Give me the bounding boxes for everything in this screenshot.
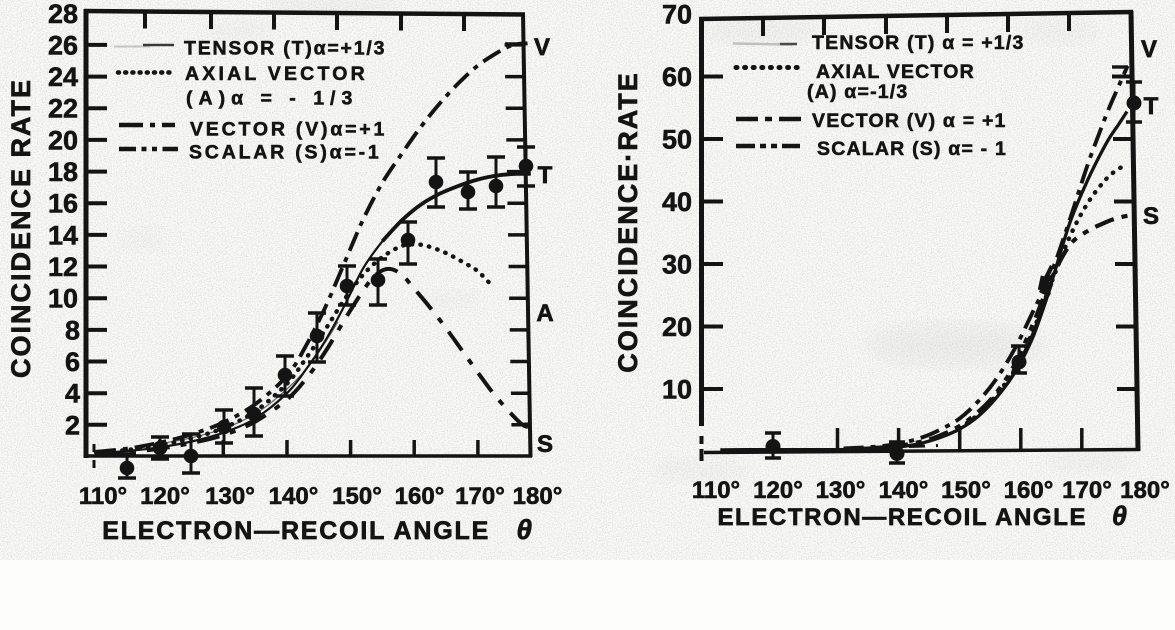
svg-text:12: 12	[48, 252, 78, 282]
svg-text:60: 60	[662, 62, 692, 92]
svg-text:S: S	[537, 431, 553, 458]
svg-text:40: 40	[662, 187, 692, 217]
svg-text:26: 26	[48, 30, 78, 60]
svg-text:120°: 120°	[753, 477, 803, 504]
svg-text:170°: 170°	[455, 483, 505, 510]
svg-text:A: A	[536, 300, 553, 327]
svg-text:AXIAL VECTOR: AXIAL VECTOR	[816, 61, 975, 83]
svg-text:10: 10	[48, 284, 78, 314]
svg-text:8: 8	[65, 315, 80, 345]
svg-text:V: V	[534, 34, 550, 61]
svg-text:16: 16	[48, 189, 78, 219]
svg-text:SCALAR (S)α=-1: SCALAR (S)α=-1	[189, 142, 382, 164]
svg-text:AXIAL VECTOR: AXIAL VECTOR	[185, 63, 368, 85]
svg-text:10: 10	[662, 375, 692, 405]
svg-text:COINCIDENCE·RATE: COINCIDENCE·RATE	[613, 71, 643, 373]
svg-text:SCALAR (S) α= - 1: SCALAR (S) α= - 1	[817, 138, 1007, 160]
svg-text:70: 70	[662, 0, 692, 30]
svg-text:50: 50	[662, 125, 692, 155]
svg-text:ELECTRON—RECOIL ANGLE θ: ELECTRON—RECOIL ANGLE θ	[102, 514, 533, 545]
svg-text:130°: 130°	[205, 483, 255, 510]
svg-text:22: 22	[48, 94, 78, 124]
svg-text:VECTOR (V)α=+1: VECTOR (V)α=+1	[190, 119, 387, 141]
svg-text:14: 14	[48, 220, 78, 250]
svg-text:140°: 140°	[269, 483, 319, 510]
svg-text:(A) α=-1/3: (A) α=-1/3	[807, 81, 908, 103]
svg-text:160°: 160°	[1004, 477, 1054, 504]
svg-text:110°: 110°	[79, 483, 127, 510]
svg-text:180°: 180°	[1120, 477, 1170, 504]
svg-text:T: T	[538, 162, 553, 189]
svg-text:150°: 150°	[332, 483, 382, 510]
svg-text:180°: 180°	[513, 483, 563, 510]
svg-text:170°: 170°	[1062, 477, 1112, 504]
svg-text:20: 20	[662, 312, 692, 342]
svg-text:28: 28	[48, 0, 78, 29]
svg-text:24: 24	[48, 62, 78, 92]
svg-text:150°: 150°	[941, 477, 991, 504]
svg-text:140°: 140°	[879, 477, 929, 504]
svg-text:V: V	[1141, 36, 1157, 63]
svg-text:TENSOR (T)α=+1/3: TENSOR (T)α=+1/3	[184, 38, 386, 60]
svg-text:TENSOR (T) α = +1/3: TENSOR (T) α = +1/3	[812, 32, 1025, 54]
svg-text:S: S	[1143, 203, 1159, 230]
svg-text:T: T	[1144, 93, 1159, 120]
svg-text:ELECTRON—RECOIL ANGLE θ: ELECTRON—RECOIL ANGLE θ	[717, 501, 1128, 531]
svg-text:110°: 110°	[692, 477, 740, 504]
svg-text:30: 30	[662, 250, 692, 280]
svg-text:120°: 120°	[140, 483, 190, 510]
svg-text:6: 6	[65, 347, 80, 377]
svg-text:(A)α = - 1/3: (A)α = - 1/3	[186, 88, 358, 110]
svg-text:VECTOR (V) α = +1: VECTOR (V) α = +1	[812, 110, 1007, 132]
svg-text:4: 4	[65, 379, 80, 409]
svg-text:COINCIDENCE RATE: COINCIDENCE RATE	[6, 78, 36, 378]
svg-text:160°: 160°	[395, 483, 445, 510]
svg-text:130°: 130°	[816, 477, 866, 504]
svg-text:20: 20	[48, 125, 78, 155]
svg-text:18: 18	[48, 157, 78, 187]
svg-text:2: 2	[65, 410, 80, 440]
